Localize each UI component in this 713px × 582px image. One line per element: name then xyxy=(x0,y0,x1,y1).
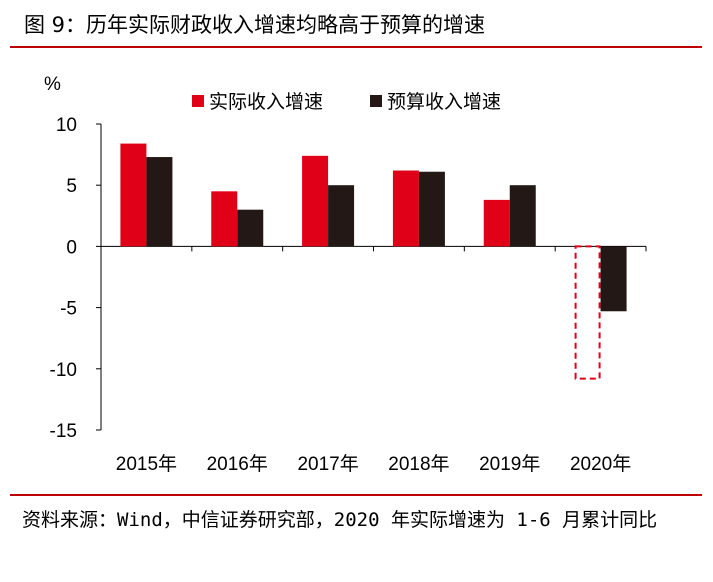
x-category-label: 2018年 xyxy=(388,453,449,475)
bar-actual-2017年 xyxy=(302,155,329,247)
source-divider xyxy=(10,494,702,496)
bar-actual-2018年 xyxy=(392,170,419,247)
bar-actual-2020年 xyxy=(574,245,601,380)
bar-budget-2020年 xyxy=(600,246,627,312)
y-tick-label: -10 xyxy=(50,360,77,381)
bar-budget-2019年 xyxy=(509,185,536,247)
y-axis-unit-label: % xyxy=(44,74,61,95)
x-category-label: 2019年 xyxy=(479,453,540,475)
source-note: 资料来源：Wind，中信证券研究部，2020 年实际增速为 1-6 月累计同比 xyxy=(22,509,658,531)
bar-budget-2016年 xyxy=(237,209,264,247)
y-tick-label: -5 xyxy=(60,299,77,320)
y-tick-label: 10 xyxy=(56,115,77,136)
y-axis: 10 5 0 -5 -10 -15 xyxy=(50,115,102,442)
legend-swatch xyxy=(370,95,382,107)
y-tick-label: 0 xyxy=(66,237,77,258)
bar-actual-2015年 xyxy=(120,143,147,247)
bar-budget-2017年 xyxy=(328,185,355,247)
legend: 实际收入增速 预算收入增速 xyxy=(192,91,501,113)
legend-label: 预算收入增速 xyxy=(387,91,501,113)
chart-title: 图 9：历年实际财政收入增速均略高于预算的增速 xyxy=(24,13,486,37)
bar-actual-2016年 xyxy=(211,191,238,247)
x-category-label: 2015年 xyxy=(116,453,177,475)
legend-swatch xyxy=(192,95,204,107)
x-category-label: 2016年 xyxy=(207,453,268,475)
x-axis: 2015年 2016年 2017年 2018年 2019年 2020年 xyxy=(101,245,647,475)
title-divider xyxy=(10,46,702,48)
bar-budget-2018年 xyxy=(418,171,445,247)
x-category-label: 2020年 xyxy=(570,453,631,475)
legend-label: 实际收入增速 xyxy=(209,91,323,113)
bar-budget-2015年 xyxy=(146,157,173,247)
y-tick-label: 5 xyxy=(66,176,77,197)
bars xyxy=(120,143,627,380)
y-tick-label: -15 xyxy=(50,421,77,442)
x-category-label: 2017年 xyxy=(297,453,358,475)
bar-actual-2019年 xyxy=(483,199,510,247)
